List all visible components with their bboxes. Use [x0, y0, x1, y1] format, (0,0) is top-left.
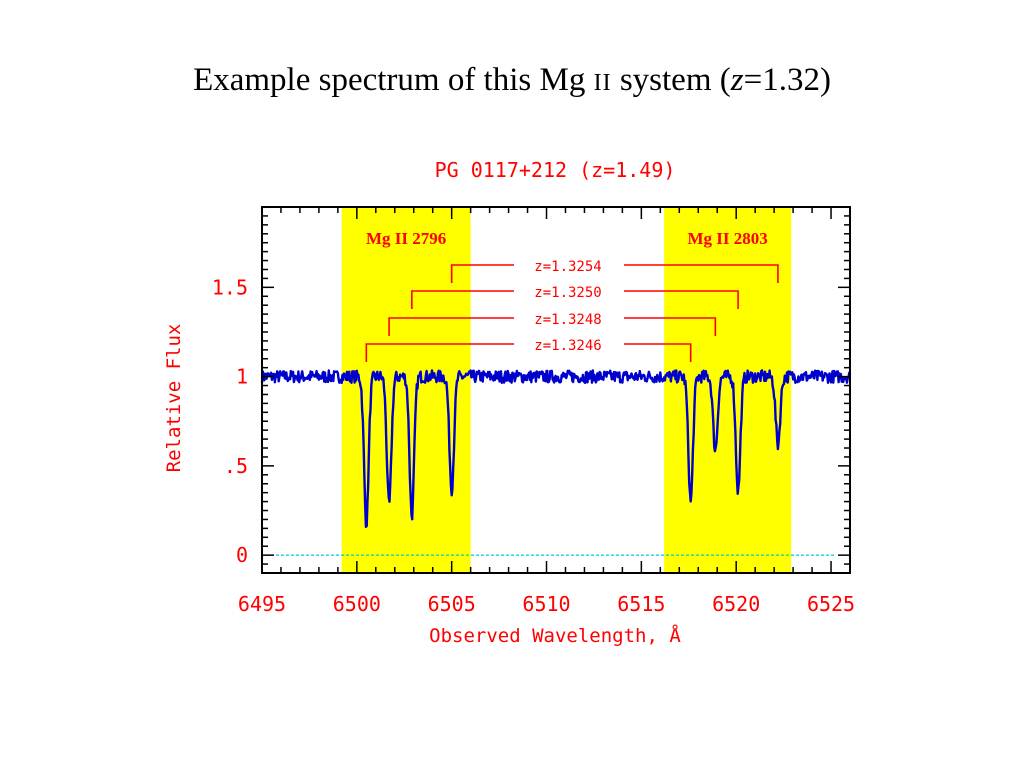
annotation-layer: z=1.3254 z=1.3250 z=1.3248 z=1.3246 — [365, 259, 779, 362]
y-tick-label: 0 — [236, 543, 248, 567]
z-label: z=1.3250 — [534, 285, 601, 301]
plot-frame — [261, 206, 851, 574]
z-label: z=1.3248 — [534, 312, 601, 328]
z-bracket-right — [624, 317, 717, 336]
x-tick-label: 6500 — [333, 592, 381, 616]
spectrum-line — [260, 369, 851, 528]
y-tick-label: .5 — [224, 454, 248, 478]
x-tick-label: 6505 — [428, 592, 476, 616]
chart-title: PG 0117+212 (z=1.49) — [435, 158, 676, 182]
z-bracket-left — [365, 343, 514, 362]
z-bracket-right — [624, 290, 739, 309]
axis-layer: 6495 6500 6505 6510 6515 6520 6525 0 .5 1 1.5 — [212, 206, 855, 616]
x-tick-label: 6525 — [807, 592, 855, 616]
x-tick-label: 6520 — [712, 592, 760, 616]
x-axis-label: Observed Wavelength, Å — [429, 624, 681, 647]
x-tick-label: 6515 — [617, 592, 665, 616]
z-bracket-right — [624, 343, 692, 362]
y-tick-label: 1 — [236, 365, 248, 389]
z-bracket-left — [411, 290, 514, 309]
band-label-1: Mg II 2803 — [688, 229, 768, 248]
z-bracket-right — [624, 264, 779, 283]
z-label: z=1.3254 — [534, 259, 601, 275]
x-tick-label: 6510 — [522, 592, 570, 616]
x-tick-label: 6495 — [238, 592, 286, 616]
z-bracket-left — [388, 317, 514, 336]
band-1 — [664, 207, 792, 573]
band-label-0: Mg II 2796 — [366, 229, 446, 248]
y-axis-label: Relative Flux — [163, 324, 185, 473]
spectrum-layer — [260, 369, 851, 528]
slide-title: Example spectrum of this Mg II system (z… — [193, 62, 831, 98]
y-tick-label: 1.5 — [212, 275, 248, 299]
z-label: z=1.3246 — [534, 338, 601, 354]
z-bracket-left — [450, 264, 514, 283]
